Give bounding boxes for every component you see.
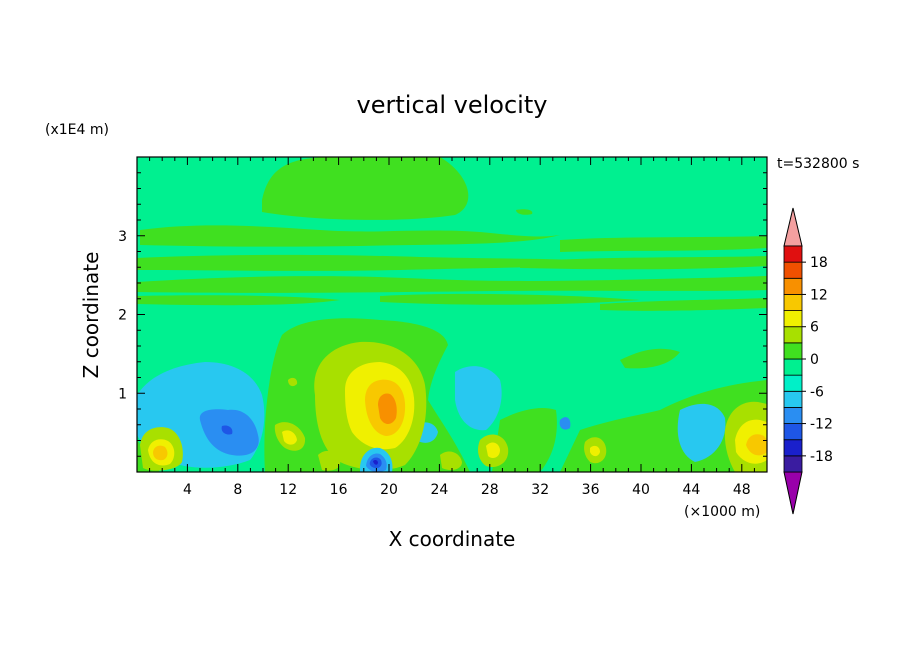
time-label: t=532800 s <box>777 156 859 172</box>
colorbar-box <box>783 294 803 311</box>
y-unit-label: (x1E4 m) <box>45 122 109 138</box>
colorbar-box <box>783 342 803 360</box>
x-tick-label: 12 <box>279 482 297 498</box>
colorbar-box <box>783 277 803 295</box>
colorbar-tick-label: -6 <box>810 384 824 400</box>
x-axis: 4 8 12 16 20 24 28 32 36 40 44 48 <box>149 157 755 498</box>
y-tick-label: 1 <box>118 386 127 402</box>
x-tick-label: 16 <box>330 482 348 498</box>
updraft-main <box>314 341 427 470</box>
colorbar-box <box>783 390 803 408</box>
downdraft-surface <box>360 447 393 472</box>
colorbar-box <box>783 407 803 424</box>
colorbar-extend-low <box>783 471 803 515</box>
y-axis-label: Z coordinate <box>79 252 103 379</box>
y-tick-label: 2 <box>118 308 127 324</box>
x-axis-label: X coordinate <box>389 527 516 551</box>
colorbar-box <box>783 439 803 457</box>
colorbar-tick-label: 0 <box>810 352 819 368</box>
surface-cells-yellow <box>282 430 600 458</box>
x-tick-label: 28 <box>481 482 499 498</box>
colorbar-box <box>783 261 803 279</box>
colorbar-tick-label: 12 <box>810 287 828 303</box>
colorbar-tick-label: 18 <box>810 255 828 271</box>
y-axis: 1 2 3 <box>118 172 767 457</box>
upper-bands <box>137 157 767 311</box>
colorbar-box <box>783 326 803 344</box>
colorbar-tick-label: -12 <box>810 417 833 433</box>
colorbar-extend-high <box>783 207 803 247</box>
x-tick-label: 48 <box>733 482 751 498</box>
x-tick-label: 44 <box>682 482 700 498</box>
chart-title: vertical velocity <box>357 91 548 119</box>
contour-field <box>137 157 767 472</box>
colorbar-box <box>783 245 803 263</box>
colorbar-tick-label: 6 <box>810 320 819 336</box>
x-tick-label: 4 <box>183 482 192 498</box>
colorbar-box <box>783 310 803 328</box>
updraft-right <box>724 401 767 472</box>
x-unit-label: (×1000 m) <box>684 504 760 520</box>
x-tick-label: 40 <box>632 482 650 498</box>
x-tick-label: 36 <box>582 482 600 498</box>
colorbar-box <box>783 358 803 376</box>
x-tick-label: 8 <box>233 482 242 498</box>
colorbar-box <box>783 423 803 441</box>
blue-core-dark <box>221 425 233 435</box>
colorbar-tick-label: -18 <box>810 449 833 465</box>
colorbar: 18 12 6 0 -6 -12 -18 <box>783 207 833 515</box>
x-tick-label: 20 <box>380 482 398 498</box>
y-tick-label: 3 <box>118 229 127 245</box>
x-tick-label: 32 <box>531 482 549 498</box>
colorbar-box <box>783 374 803 392</box>
colorbar-box <box>783 455 803 473</box>
updraft-left <box>140 427 183 471</box>
x-tick-label: 24 <box>430 482 448 498</box>
